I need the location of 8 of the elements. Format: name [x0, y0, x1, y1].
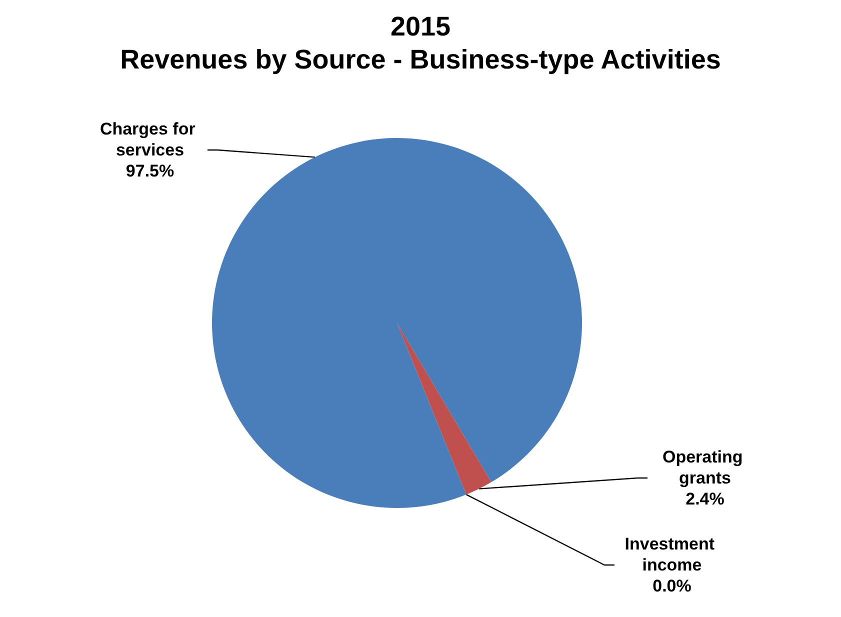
- chart-title: 2015: [390, 12, 451, 42]
- slice-label: Operating grants: [662, 448, 748, 488]
- text: 0.0%: [652, 576, 692, 596]
- category-label: Investment income: [624, 534, 715, 574]
- slice-label: Charges for services: [100, 120, 200, 160]
- data-label: 2.4%: [686, 490, 724, 508]
- data-label: 97.5%: [126, 162, 174, 180]
- chart-subtitle: Revenues by Source - Business-type Activities: [120, 44, 721, 74]
